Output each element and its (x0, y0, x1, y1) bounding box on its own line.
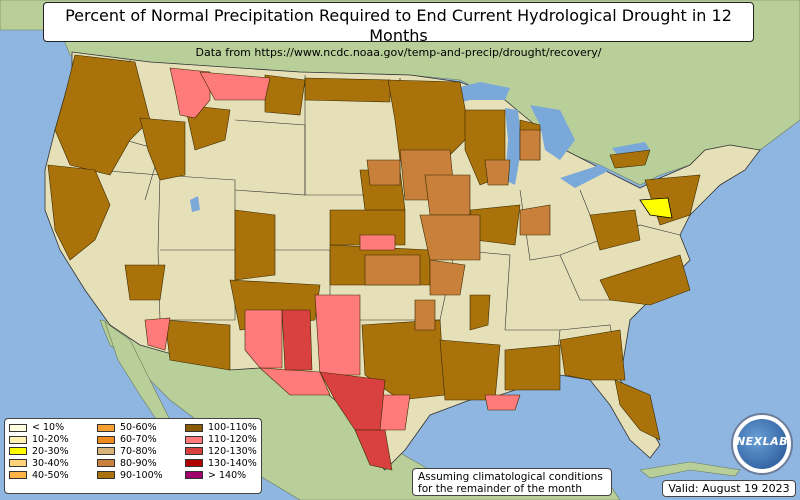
legend-label: 70-80% (120, 445, 157, 457)
legend-item: < 10% (9, 422, 69, 434)
legend-label: 20-30% (32, 445, 69, 457)
legend-label: > 140% (208, 469, 247, 481)
legend-swatch (97, 459, 115, 468)
legend-column-3: 100-110% 110-120% 120-130% 130-140% > 140% (185, 422, 257, 481)
legend-swatch (97, 447, 115, 456)
region-120-130 (281, 309, 393, 471)
assumption-note: Assuming climatological conditions for t… (412, 468, 612, 496)
legend-label: 30-40% (32, 457, 69, 469)
globe-icon (737, 419, 787, 469)
legend-label: 60-70% (120, 434, 157, 446)
legend-item: 40-50% (9, 469, 69, 481)
legend-item: 80-90% (97, 457, 163, 469)
legend-label: 80-90% (120, 457, 157, 469)
legend-item: > 140% (185, 469, 257, 481)
legend-item: 20-30% (9, 446, 69, 458)
legend-swatch (97, 471, 115, 480)
legend-label: 130-140% (208, 457, 257, 469)
legend-item: 90-100% (97, 469, 163, 481)
legend-item: 70-80% (97, 446, 163, 458)
legend-swatch (9, 435, 27, 444)
map-subtitle: Data from https://www.ncdc.noaa.gov/temp… (195, 46, 602, 59)
region-110-120 (144, 67, 521, 431)
lake-ontario (612, 142, 650, 156)
legend-item: 100-110% (185, 422, 257, 434)
logo-text: NEXLAB (735, 435, 789, 448)
legend-swatch (97, 435, 115, 444)
legend-item: 110-120% (185, 434, 257, 446)
legend-swatch (185, 435, 203, 444)
valid-date: Valid: August 19 2023 (662, 480, 796, 497)
legend-column-2: 50-60% 60-70% 70-80% 80-90% 90-100% (97, 422, 163, 481)
region-80-90 (364, 129, 551, 331)
legend-column-1: < 10% 10-20% 20-30% 30-40% 40-50% (9, 422, 69, 481)
legend-label: 50-60% (120, 422, 157, 434)
nexlab-logo: NEXLAB (731, 413, 793, 475)
legend-label: 10-20% (32, 434, 69, 446)
legend-swatch (97, 423, 115, 432)
legend-item: 50-60% (97, 422, 163, 434)
legend-item: 60-70% (97, 434, 163, 446)
map-title: Percent of Normal Precipitation Required… (65, 6, 732, 45)
legend-swatch (9, 471, 27, 480)
legend-swatch (185, 471, 203, 480)
legend-swatch (185, 423, 203, 432)
title-box: Percent of Normal Precipitation Required… (43, 2, 754, 59)
lake-huron (530, 105, 575, 160)
legend-label: < 10% (32, 422, 65, 434)
legend-swatch (9, 423, 27, 432)
legend-label: 110-120% (208, 434, 257, 446)
cuba-land (639, 461, 741, 479)
legend-swatch (9, 447, 27, 456)
legend-swatch (185, 447, 203, 456)
region-100-110 (47, 54, 701, 441)
legend-item: 10-20% (9, 434, 69, 446)
lake-erie (560, 165, 610, 188)
legend: < 10% 10-20% 20-30% 30-40% 40-50% 50-60% 60-7… (4, 418, 262, 494)
legend-label: 120-130% (208, 445, 257, 457)
legend-swatch (9, 459, 27, 468)
great-salt-lake (190, 196, 200, 212)
legend-item: 130-140% (185, 457, 257, 469)
legend-item: 120-130% (185, 446, 257, 458)
legend-label: 90-100% (120, 469, 163, 481)
legend-item: 30-40% (9, 457, 69, 469)
region-20-30 (639, 197, 673, 219)
legend-label: 40-50% (32, 469, 69, 481)
legend-label: 100-110% (208, 422, 257, 434)
note-line-1: Assuming climatological conditions (418, 471, 603, 483)
note-line-2: for the remainder of the month (418, 483, 583, 495)
legend-swatch (185, 459, 203, 468)
